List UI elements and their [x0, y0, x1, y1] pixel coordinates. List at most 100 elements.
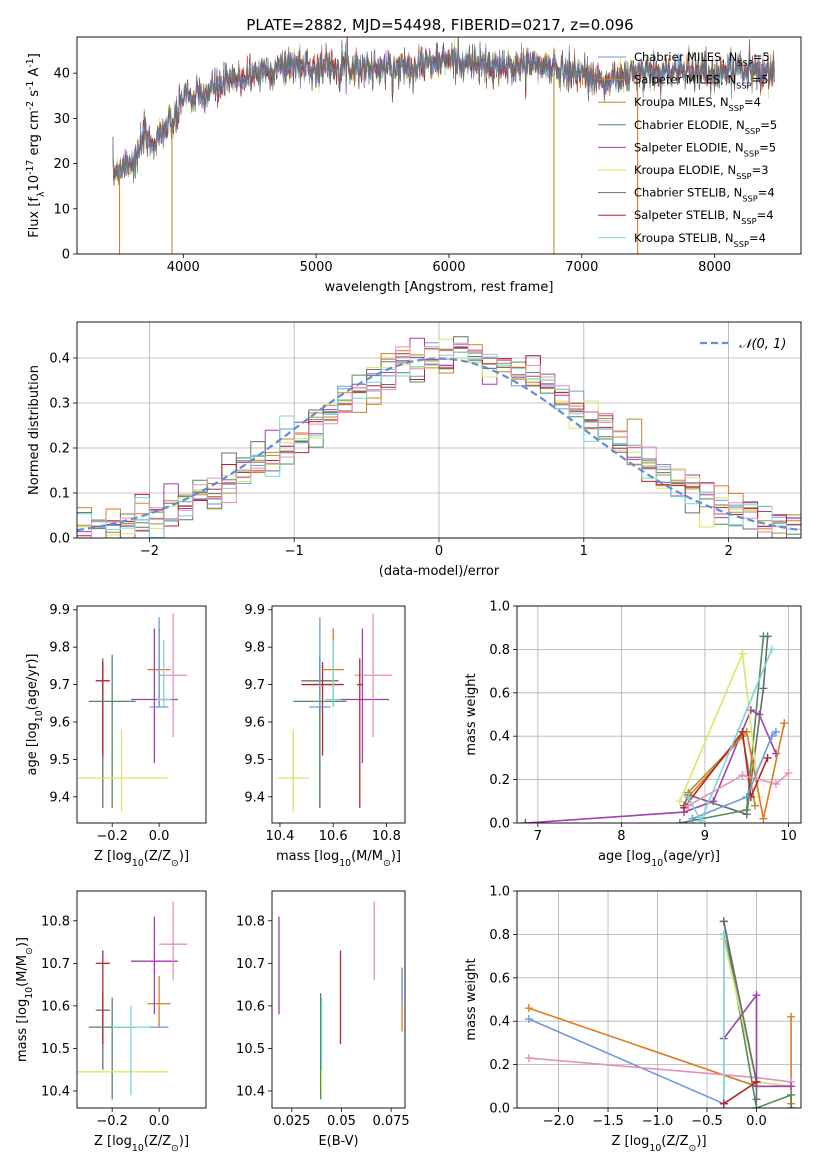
y-tick-label: 0.0: [489, 1102, 510, 1117]
x-axis-label: Z [log10(Z/Z⊙)]: [611, 1134, 706, 1154]
x-tick-label: 0.0: [149, 829, 170, 844]
weight-marker: [719, 1099, 728, 1108]
x-tick-label: 1: [580, 544, 588, 559]
x-tick-label: −0.2: [96, 829, 128, 844]
weight-marker: [524, 1054, 533, 1063]
chart-mass_vs_Z: −0.2 0.0 10.4 10.5 10.6 10.7 10.8 Z [log10(Z/Z⊙…: [15, 890, 207, 1154]
weight-line: [723, 921, 792, 1108]
y-tick-label: 10.5: [236, 1042, 265, 1057]
weight-marker: [752, 991, 761, 1000]
plot-area: [77, 901, 188, 1100]
weight-line: [679, 650, 760, 802]
legend-label: 𝒩(0, 1): [739, 337, 786, 352]
x-tick-label: 0: [435, 544, 443, 559]
y-tick-label: 0.2: [49, 442, 70, 457]
weight-series: [524, 930, 796, 1108]
x-tick-label: 8000: [698, 260, 731, 275]
y-tick-label: 9.6: [244, 715, 265, 730]
normal-curve: [77, 357, 801, 532]
x-tick-label: −2: [140, 544, 159, 559]
weight-marker: [784, 769, 793, 778]
x-tick-label: 0.025: [273, 1114, 310, 1129]
x-tick-label: −2.0: [543, 1114, 575, 1129]
legend-label: Kroupa ELODIE, NSSP=3: [634, 163, 769, 181]
y-tick-label: 10.8: [236, 914, 265, 929]
x-axis-label: mass [log10(M/M⊙)]: [276, 849, 401, 869]
weight-marker: [751, 801, 760, 810]
data-point: [147, 976, 171, 1028]
y-tick-label: 0.4: [489, 730, 510, 745]
y-tick-label: 9.7: [49, 678, 70, 693]
y-axis-label: mass weight: [464, 958, 479, 1040]
weight-marker: [521, 819, 530, 823]
weight-marker: [767, 732, 776, 741]
weight-marker: [771, 749, 780, 758]
y-tick-label: 10.7: [41, 957, 70, 972]
plot-area: [112, 37, 775, 254]
y-axis-label: mass [log10(M/M⊙)]: [15, 937, 35, 1062]
x-tick-label: 0.0: [746, 1114, 767, 1129]
x-tick-label: 10: [780, 829, 797, 844]
weight-marker: [752, 1104, 761, 1108]
weight-marker: [680, 803, 689, 812]
x-tick-label: 10.8: [372, 829, 401, 844]
x-axis-label: wavelength [Angstrom, rest frame]: [325, 280, 554, 295]
y-tick-label: 0.2: [489, 1058, 510, 1073]
histogram-series: [77, 338, 801, 538]
y-tick-label: 0.4: [489, 1015, 510, 1030]
axes-frame: [271, 890, 406, 1109]
legend-label: Chabrier ELODIE, NSSP=5: [634, 118, 777, 136]
chart-mass_vs_EBV: 0.025 0.05 0.075 10.4 10.5 10.6 10.7 10.8 E(B-V): [236, 890, 410, 1149]
data-point: [77, 729, 169, 812]
axes-frame: [516, 605, 802, 824]
x-tick-label: 10.4: [266, 829, 295, 844]
y-tick-label: 9.8: [244, 641, 265, 656]
chart-age_vs_mass: 10.4 10.6 10.8 9.4 9.5 9.6 9.7 9.8 9.9 mass [log1…: [244, 603, 406, 869]
spectrum-line: [112, 38, 775, 185]
data-point: [335, 628, 390, 764]
weight-marker: [787, 1012, 796, 1021]
plot-area: [77, 336, 801, 538]
y-tick-label: 10.7: [236, 957, 265, 972]
x-axis-label: E(B-V): [318, 1134, 358, 1149]
weight-marker: [738, 727, 747, 736]
weight-marker: [787, 1082, 796, 1091]
legend-label: Chabrier MILES, NSSP=5: [634, 50, 770, 68]
weight-marker: [524, 1004, 533, 1013]
figure-title: PLATE=2882, MJD=54498, FIBERID=0217, z=0…: [246, 16, 633, 34]
chart-residuals: −2 −1 0 1 2 0.0 0.1 0.2 0.3 0.4 (data-model)/error…: [27, 321, 802, 579]
x-tick-label: 6000: [432, 260, 465, 275]
y-tick-label: 10.4: [236, 1084, 265, 1099]
x-tick-label: 2: [724, 544, 732, 559]
y-tick-label: 40: [53, 67, 70, 82]
y-tick-label: 9.6: [49, 715, 70, 730]
histogram-series: [77, 347, 801, 530]
axes-frame: [76, 890, 207, 1109]
weight-line: [683, 729, 769, 809]
axes-frame: [76, 321, 802, 539]
axes-frame: [76, 36, 802, 255]
x-tick-label: 7: [534, 829, 542, 844]
weight-line: [723, 992, 792, 1088]
chart-age_vs_Z: −0.2 0.0 9.4 9.5 9.6 9.7 9.8 9.9 Z [log10(Z/Z⊙)]…: [25, 603, 207, 869]
y-tick-label: 9.4: [49, 790, 70, 805]
histogram-series: [77, 351, 801, 538]
legend-label: Chabrier STELIB, NSSP=4: [634, 186, 775, 204]
y-tick-label: 9.5: [244, 753, 265, 768]
weight-marker: [696, 816, 705, 823]
y-axis-label: age [log10(age/yr)]: [25, 654, 45, 776]
weight-marker: [759, 632, 768, 641]
weight-marker: [767, 645, 776, 654]
y-tick-label: 1.0: [489, 600, 510, 615]
y-tick-label: 9.8: [49, 641, 70, 656]
y-tick-label: 0.2: [489, 773, 510, 788]
legend: Chabrier MILES, NSSP=5 Salpeter MILES, NS…: [598, 50, 777, 249]
data-point: [95, 950, 110, 1045]
data-point: [112, 1005, 150, 1096]
weight-marker: [771, 779, 780, 788]
chart-weight_vs_age: 7 8 9 10 0.0 0.2 0.4 0.6 0.8 1.0 age [log10(age/yr…: [464, 600, 802, 869]
axes-frame: [271, 605, 406, 824]
y-tick-label: 10.8: [41, 914, 70, 929]
axes-frame: [76, 605, 207, 824]
data-point: [130, 916, 178, 1015]
